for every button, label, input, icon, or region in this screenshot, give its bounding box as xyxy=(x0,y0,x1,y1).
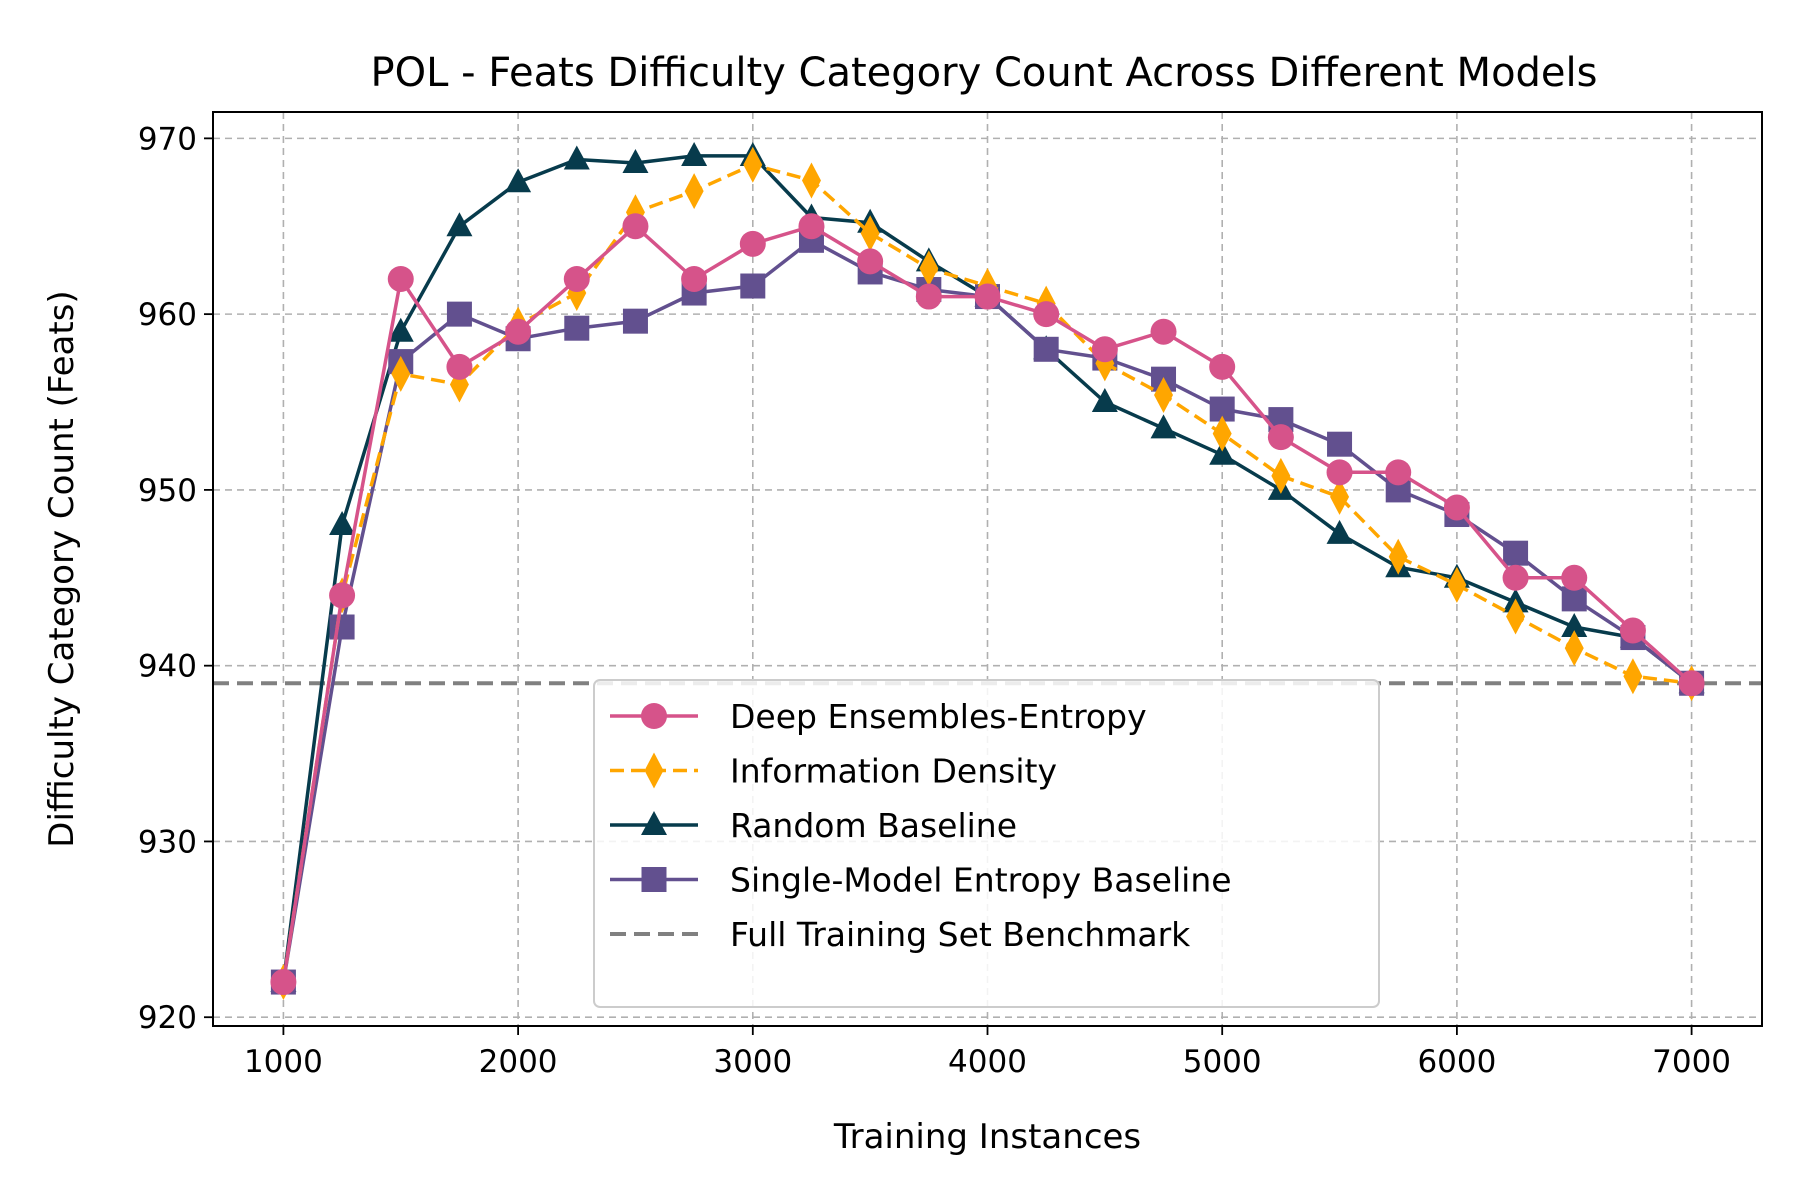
x-tick-label: 5000 xyxy=(1183,1044,1262,1080)
data-point xyxy=(1209,440,1236,465)
legend-item: Deep Ensembles-Entropy xyxy=(610,697,1147,736)
data-point xyxy=(391,355,411,392)
data-point xyxy=(446,212,473,237)
data-point xyxy=(563,145,590,170)
data-point xyxy=(1619,617,1646,644)
data-point xyxy=(974,283,1001,310)
legend-marker xyxy=(644,752,664,789)
legend-item: Single-Model Entropy Baseline xyxy=(610,861,1232,900)
data-point xyxy=(505,318,532,345)
data-point xyxy=(739,230,766,257)
data-point xyxy=(681,141,708,166)
legend-box xyxy=(593,679,1380,1008)
data-point xyxy=(1388,538,1408,575)
data-point xyxy=(270,969,297,996)
legend-marker xyxy=(641,811,667,835)
data-point xyxy=(1212,415,1232,452)
data-point xyxy=(915,283,942,310)
data-point xyxy=(1564,630,1584,667)
data-point xyxy=(740,273,766,299)
data-point xyxy=(446,353,473,380)
x-tick-label: 1000 xyxy=(244,1044,323,1080)
data-point xyxy=(919,250,939,287)
data-point xyxy=(1623,658,1643,695)
x-tick-label: 7000 xyxy=(1652,1044,1731,1080)
data-point xyxy=(1327,431,1353,457)
data-point xyxy=(446,301,472,327)
data-point xyxy=(387,265,414,292)
data-point xyxy=(1330,478,1350,515)
data-point xyxy=(1326,519,1353,544)
data-point xyxy=(743,146,763,183)
data-point xyxy=(1506,598,1526,635)
data-point xyxy=(801,162,821,199)
legend-item: Random Baseline xyxy=(610,806,1017,845)
y-tick-label: 960 xyxy=(138,297,197,333)
data-point xyxy=(798,213,825,240)
data-point xyxy=(1267,424,1294,451)
legend-label: Information Density xyxy=(730,752,1057,791)
data-point xyxy=(1678,670,1705,697)
data-point xyxy=(1443,494,1470,521)
data-point xyxy=(1091,388,1118,413)
y-axis-label: Difficulty Category Count (Feats) xyxy=(42,290,82,847)
chart-title: POL - Feats Difficulty Category Count Ac… xyxy=(370,50,1597,96)
x-tick-label: 3000 xyxy=(713,1044,792,1080)
data-point xyxy=(681,265,708,292)
data-point xyxy=(1447,566,1467,603)
data-point xyxy=(1091,336,1118,363)
data-point xyxy=(1271,457,1291,494)
data-point xyxy=(1503,540,1529,566)
data-point xyxy=(860,215,880,252)
data-point xyxy=(1561,564,1588,591)
series-deep-ensembles-entropy xyxy=(270,213,1705,996)
data-point xyxy=(857,248,884,275)
data-point xyxy=(1209,353,1236,380)
data-point xyxy=(329,582,356,609)
y-tick-label: 950 xyxy=(138,473,197,509)
data-point xyxy=(564,315,590,341)
data-point xyxy=(622,148,649,173)
data-point xyxy=(1150,414,1177,439)
x-tick-label: 4000 xyxy=(948,1044,1027,1080)
data-point xyxy=(1033,301,1060,328)
data-point xyxy=(1561,613,1588,638)
data-point xyxy=(329,511,356,536)
legend-marker xyxy=(641,703,667,729)
data-point xyxy=(563,265,590,292)
legend-item: Information Density xyxy=(610,752,1057,791)
y-tick-label: 940 xyxy=(138,649,197,685)
data-point xyxy=(1502,564,1529,591)
data-point xyxy=(1033,336,1059,362)
legend-item: Full Training Set Benchmark xyxy=(610,915,1191,954)
legend-label: Full Training Set Benchmark xyxy=(730,915,1191,954)
data-point xyxy=(329,614,355,640)
legend-label: Random Baseline xyxy=(730,806,1017,845)
legend-marker xyxy=(641,867,667,892)
tick-layer: 1000 2000 3000 4000 5000 6000 7000 920 930 940 950… xyxy=(138,121,1731,1080)
legend-label: Deep Ensembles-Entropy xyxy=(730,697,1147,736)
data-point xyxy=(684,173,704,210)
data-point xyxy=(622,213,649,240)
y-tick-label: 930 xyxy=(138,824,197,860)
x-axis-label: Training Instances xyxy=(833,1117,1141,1157)
legend: Deep Ensembles-Entropy Information Densit… xyxy=(593,679,1380,1008)
data-point xyxy=(1150,318,1177,345)
y-tick-label: 920 xyxy=(138,1000,197,1036)
x-tick-label: 2000 xyxy=(479,1044,558,1080)
y-tick-label: 970 xyxy=(138,121,197,157)
data-point xyxy=(387,317,414,342)
data-point xyxy=(1385,459,1412,486)
data-point xyxy=(505,168,532,193)
series-layer xyxy=(270,141,1705,1001)
legend-label: Single-Model Entropy Baseline xyxy=(730,861,1232,900)
data-point xyxy=(1154,376,1174,413)
data-point xyxy=(622,308,648,334)
x-tick-label: 6000 xyxy=(1417,1044,1496,1080)
data-point xyxy=(1326,459,1353,486)
